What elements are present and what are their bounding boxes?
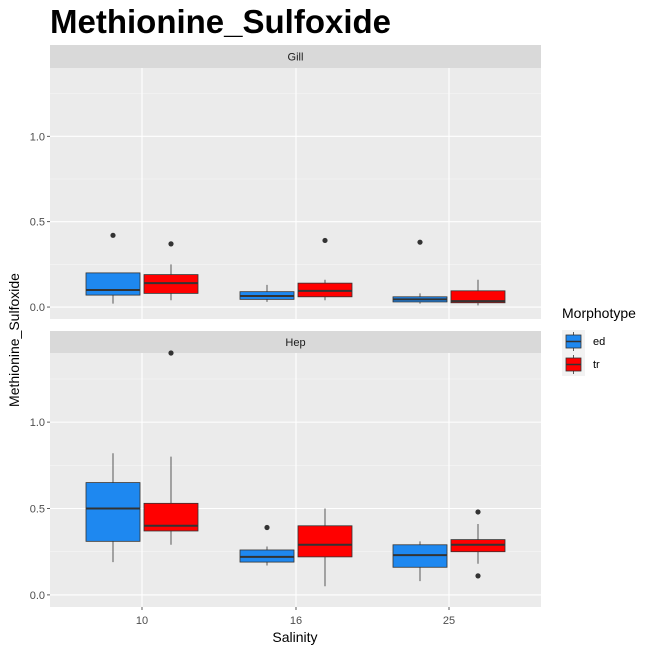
outlier-point <box>264 524 270 531</box>
x-tick-label: 16 <box>290 615 302 627</box>
chart-title: Methionine_Sulfoxide <box>50 3 391 40</box>
box-16-ed <box>239 524 295 566</box>
x-axis-title: Salinity <box>272 629 317 645</box>
y-tick-label: 0.0 <box>30 302 45 314</box>
facet-strip-label: Hep <box>285 337 305 349</box>
box-25-ed <box>392 239 448 304</box>
outlier-point <box>110 232 116 238</box>
box-16-ed <box>239 284 295 302</box>
legend-label: tr <box>593 359 600 371</box>
legend-entry-tr: tr <box>562 353 600 376</box>
legend-title: Morphotype <box>562 305 636 321</box>
outlier-point <box>168 350 174 356</box>
y-tick-label: 1.0 <box>30 131 45 143</box>
legend: Morphotype ed tr <box>562 305 636 376</box>
facet-strip <box>50 331 541 353</box>
box-10-ed <box>85 232 141 304</box>
panels: Gill 0.0 0.5 1.0 Hep 0.0 0.5 1.0 10 16 25 <box>30 45 541 627</box>
y-tick-label: 0.5 <box>30 217 45 229</box>
box-16-tr <box>297 508 353 587</box>
x-tick-label: 25 <box>443 615 455 627</box>
outlier-point <box>322 237 328 244</box>
box-10-tr <box>143 241 199 301</box>
box-16-tr <box>297 237 353 301</box>
y-axis-title: Methionine_Sulfoxide <box>6 273 22 407</box>
box-body <box>143 502 199 532</box>
legend-label: ed <box>593 336 605 348</box>
outlier-point <box>475 573 481 579</box>
panel-hep: Hep 0.0 0.5 1.0 <box>30 331 541 607</box>
y-tick-label: 0.5 <box>30 504 45 516</box>
box-25-tr <box>450 279 506 306</box>
y-tick-label: 1.0 <box>30 417 45 429</box>
box-10-tr <box>143 350 199 545</box>
box-10-ed <box>85 453 141 563</box>
outlier-point <box>475 509 481 515</box>
y-tick-label: 0.0 <box>30 590 45 602</box>
legend-entry-ed: ed <box>562 330 605 353</box>
box-body <box>297 525 353 558</box>
box-25-ed <box>392 541 448 582</box>
box-body <box>85 272 141 296</box>
facet-strip <box>50 45 541 68</box>
box-25-tr <box>450 509 506 579</box>
outlier-point <box>168 241 174 247</box>
x-tick-label: 10 <box>136 615 148 627</box>
panel-gill: Gill 0.0 0.5 1.0 <box>30 45 541 319</box>
facet-strip-label: Gill <box>288 52 304 64</box>
box-body <box>450 290 506 304</box>
box-body <box>85 482 141 542</box>
outlier-point <box>417 239 423 245</box>
